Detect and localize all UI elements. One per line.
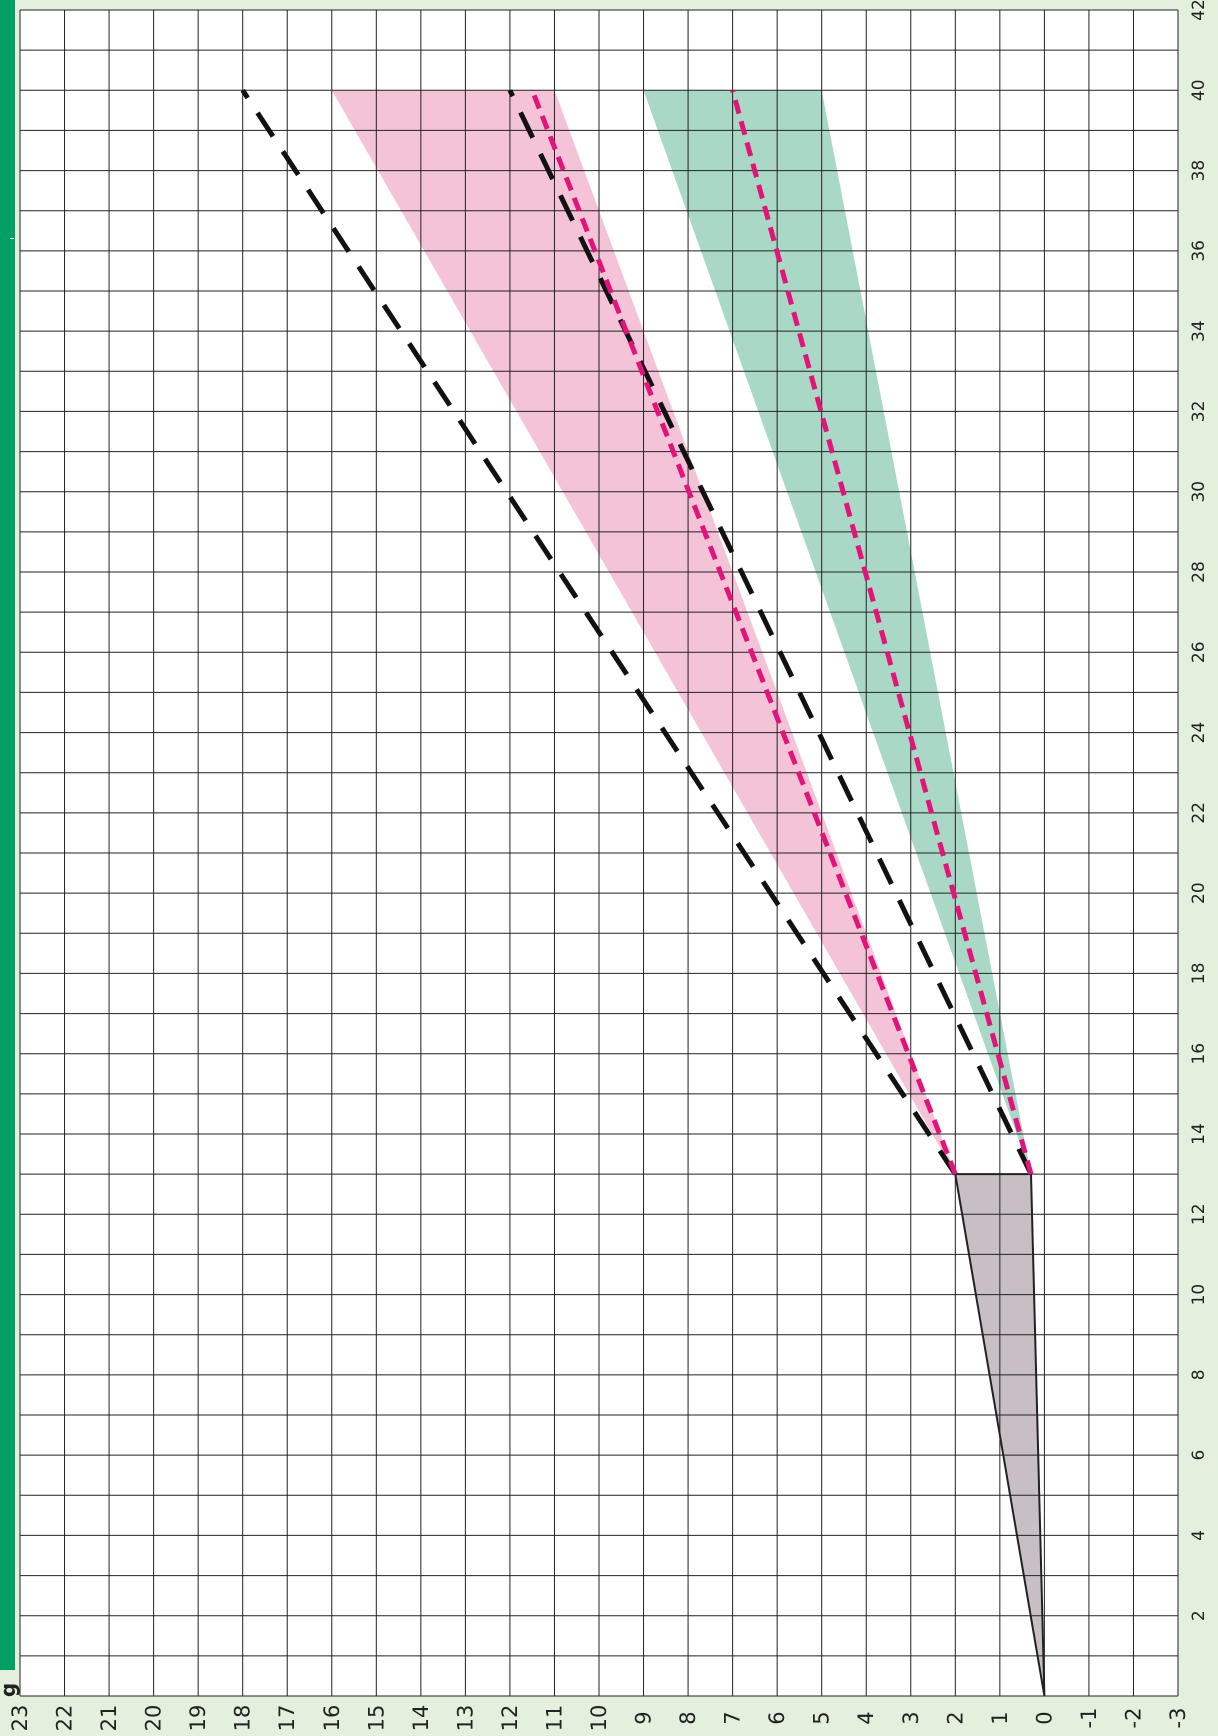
black-dashed-line-0 bbox=[240, 88, 958, 1176]
x-tick-label: 18 bbox=[1189, 963, 1209, 985]
x-tick-label: 42 bbox=[1189, 0, 1209, 21]
y-tick-label: 16 bbox=[320, 1705, 344, 1732]
strip-mark bbox=[10, 238, 14, 239]
x-tick-label: 30 bbox=[1189, 481, 1209, 503]
y-tick-label: 8 bbox=[676, 1711, 700, 1724]
x-tick-label: 32 bbox=[1189, 401, 1209, 423]
y-tick-label: 20 bbox=[142, 1705, 166, 1732]
x-tick-label: 36 bbox=[1189, 240, 1209, 262]
y-tick-label: 17 bbox=[275, 1705, 299, 1732]
band-outline-0 bbox=[954, 1173, 1046, 1697]
x-tick-label: 26 bbox=[1189, 641, 1209, 663]
x-tick-label: 6 bbox=[1189, 1450, 1209, 1461]
y-tick-label: 12 bbox=[498, 1705, 522, 1732]
y-tick-label: 7 bbox=[721, 1711, 745, 1724]
header-fragment-glyph: g bbox=[0, 1683, 20, 1697]
black-dashed-line-1 bbox=[507, 89, 1034, 1176]
y-tick-label: 13 bbox=[453, 1705, 477, 1732]
y-tick-label: 9 bbox=[632, 1711, 656, 1724]
y-tick-label: 5 bbox=[810, 1711, 834, 1724]
y-tick-label: -2 bbox=[1121, 1708, 1145, 1729]
y-tick-label: 21 bbox=[97, 1705, 121, 1732]
x-tick-label: 8 bbox=[1189, 1369, 1209, 1380]
x-tick-label: 14 bbox=[1189, 1123, 1209, 1145]
x-tick-label: 2 bbox=[1189, 1610, 1209, 1621]
x-tick-label: 38 bbox=[1189, 160, 1209, 182]
y-tick-label: 3 bbox=[899, 1711, 923, 1724]
y-tick-label: 18 bbox=[231, 1705, 255, 1732]
pink-dashed-line-3 bbox=[730, 89, 1034, 1175]
green-header-strip bbox=[0, 0, 15, 1670]
y-tick-label: 2 bbox=[943, 1711, 967, 1724]
x-tick-label: 4 bbox=[1189, 1530, 1209, 1541]
y-tick-label: 15 bbox=[364, 1705, 388, 1732]
x-tick-label: 40 bbox=[1189, 79, 1209, 101]
y-tick-label: 10 bbox=[587, 1705, 611, 1732]
y-tick-label: 4 bbox=[854, 1711, 878, 1724]
y-tick-label: 22 bbox=[53, 1705, 77, 1732]
x-tick-label: 22 bbox=[1189, 802, 1209, 824]
y-tick-label: 14 bbox=[409, 1705, 433, 1732]
y-tick-label: -3 bbox=[1166, 1708, 1190, 1729]
x-tick-label: 20 bbox=[1189, 882, 1209, 904]
y-tick-label: 0 bbox=[1032, 1711, 1056, 1724]
x-tick-label: 12 bbox=[1189, 1203, 1209, 1225]
y-tick-label: 19 bbox=[186, 1705, 210, 1732]
x-tick-label: 10 bbox=[1189, 1284, 1209, 1306]
x-tick-label: 28 bbox=[1189, 561, 1209, 583]
x-tick-label: 24 bbox=[1189, 722, 1209, 744]
x-tick-label: 16 bbox=[1189, 1043, 1209, 1065]
y-tick-label: 6 bbox=[765, 1711, 789, 1724]
y-tick-label: 23 bbox=[8, 1705, 32, 1732]
y-tick-label: 11 bbox=[542, 1705, 566, 1732]
pink-dashed-line-2 bbox=[529, 89, 958, 1176]
y-tick-label: 1 bbox=[988, 1711, 1012, 1724]
band-2 bbox=[643, 90, 1031, 1175]
x-tick-label: 34 bbox=[1189, 320, 1209, 342]
y-tick-label: -1 bbox=[1077, 1708, 1101, 1729]
